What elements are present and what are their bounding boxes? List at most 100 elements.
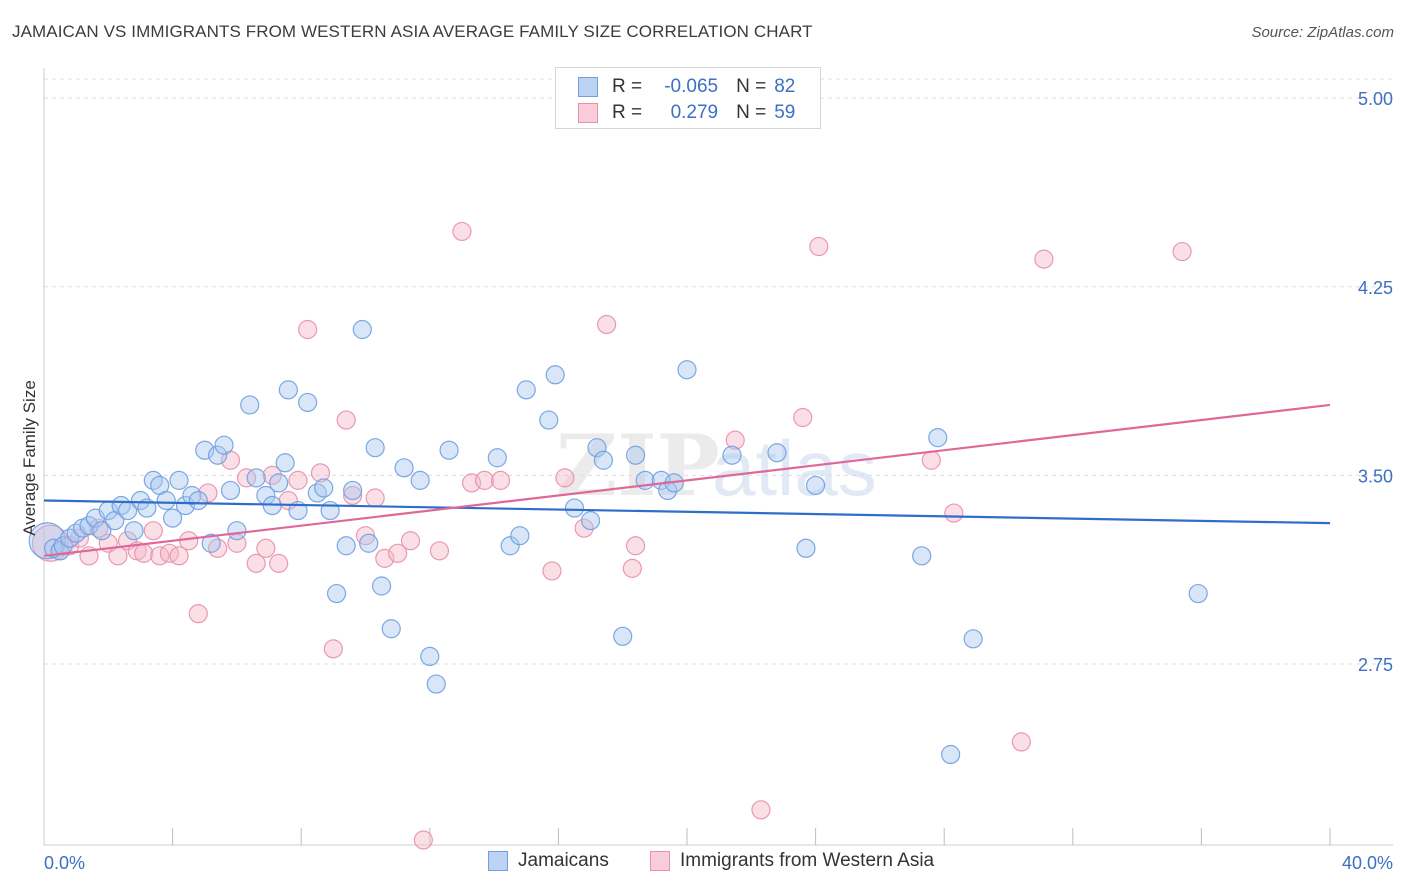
jamaican-point	[130, 490, 151, 511]
western-asia-point	[542, 561, 562, 581]
jamaican-point	[163, 508, 183, 528]
jamaican-point	[195, 440, 215, 460]
jamaican-point	[175, 495, 196, 516]
x-tick-label-min: 0.0%	[44, 853, 85, 873]
jamaican-point	[220, 480, 241, 501]
western-asia-point	[1011, 732, 1031, 752]
western-asia-point	[1172, 241, 1192, 262]
jamaican-point	[410, 470, 430, 490]
jamaican-point	[805, 475, 826, 496]
jamaican-point	[928, 428, 948, 448]
jamaican-point	[79, 516, 99, 536]
jamaican-point	[359, 533, 379, 553]
series-jamaicans-points	[28, 319, 1208, 765]
bottom-swatch-pink	[650, 851, 670, 871]
jamaican-point	[269, 473, 289, 493]
legend-n-value: 82	[774, 76, 796, 97]
jamaican-point	[564, 498, 585, 518]
jamaican-point	[92, 521, 112, 541]
western-asia-point	[208, 538, 228, 558]
jamaican-point	[326, 583, 347, 604]
western-asia-point	[323, 639, 343, 659]
trend-lines	[43, 403, 1331, 557]
jamaican-point	[539, 410, 559, 430]
chart-title: JAMAICAN VS IMMIGRANTS FROM WESTERN ASIA…	[12, 22, 813, 41]
western-asia-point	[944, 503, 964, 523]
western-asia-point	[365, 488, 385, 508]
jamaican-point	[516, 380, 536, 400]
jamaican-point	[912, 546, 932, 566]
western-asia-point	[256, 538, 276, 558]
jamaican-point	[314, 478, 334, 498]
x-tick-marks	[44, 828, 1393, 846]
jamaican-point	[156, 490, 176, 511]
western-asia-point	[143, 521, 163, 541]
jamaican-point	[336, 536, 356, 556]
western-asia-point	[921, 450, 941, 470]
western-asia-point	[625, 536, 646, 556]
legend-n-label: N =	[736, 76, 767, 97]
jamaican-point	[143, 470, 163, 490]
jamaican-point	[214, 435, 234, 455]
western-asia-point	[134, 543, 154, 563]
western-asia-point	[169, 546, 189, 566]
jamaican-point	[169, 470, 189, 490]
western-asia-point	[188, 604, 208, 624]
jamaican-point	[580, 511, 601, 531]
western-asia-point	[310, 463, 331, 483]
jamaican-point	[227, 521, 247, 541]
western-asia-point	[31, 524, 70, 562]
legend-r-value: 0.279	[670, 102, 719, 123]
western-asia-point	[288, 470, 308, 490]
western-asia-point	[400, 531, 421, 551]
western-asia-point	[622, 558, 642, 578]
jamaican-point	[500, 536, 520, 556]
western-asia-point	[298, 319, 318, 340]
jamaican-point	[28, 522, 66, 560]
western-asia-point	[751, 800, 771, 820]
jamaican-point	[381, 619, 401, 639]
legend-row-western-asia: R = 0.279 N = 59	[578, 100, 795, 126]
western-asia-point	[597, 314, 617, 335]
western-asia-point	[474, 470, 495, 490]
jamaican-point	[1188, 583, 1208, 604]
source-credit: Source: ZipAtlas.com	[1251, 24, 1394, 41]
jamaican-point	[246, 468, 266, 488]
western-asia-point	[1034, 249, 1054, 269]
grid-lines	[44, 78, 1393, 665]
jamaican-point	[796, 538, 816, 558]
series-western-asia-points	[31, 221, 1192, 850]
jamaican-point	[298, 392, 318, 413]
y-axis-label: Average Family Size	[20, 380, 39, 536]
jamaican-point	[275, 453, 295, 473]
jamaican-point	[240, 395, 260, 415]
jamaican-point	[487, 448, 507, 468]
western-asia-point	[793, 407, 813, 428]
bottom-legend-western-asia: Immigrants from Western Asia	[650, 850, 934, 872]
legend-n-label: N =	[736, 102, 767, 123]
jamaican-point	[124, 521, 144, 541]
legend-r-label: R =	[612, 76, 643, 97]
jamaican-point	[593, 450, 614, 470]
western-asia-point	[809, 236, 829, 257]
jamaican-point	[201, 533, 221, 553]
jamaican-point	[587, 438, 607, 458]
correlation-legend: R = -0.065 N = 82 R = 0.279 N = 59	[555, 67, 821, 129]
legend-row-jamaicans: R = -0.065 N = 82	[578, 74, 795, 100]
legend-swatch-blue	[578, 77, 598, 97]
jamaican-point	[60, 528, 80, 548]
western-asia-point	[236, 468, 257, 488]
jamaican-point	[426, 674, 446, 694]
bottom-legend-label: Jamaicans	[518, 850, 609, 871]
bottom-legend-jamaicans: Jamaicans	[488, 850, 609, 872]
x-tick-label-max: 40.0%	[1342, 853, 1393, 873]
western-asia-point	[452, 221, 472, 242]
jamaican-point	[137, 498, 157, 518]
jamaican-point	[941, 744, 961, 765]
jamaican-point	[371, 576, 392, 596]
western-asia-point	[198, 483, 218, 503]
watermark-zip: ZIP	[556, 416, 720, 515]
y-tick-labels: 2.75 3.50 4.25 5.00	[1358, 89, 1393, 675]
jamaican-point	[963, 629, 983, 649]
jamaican-point	[394, 458, 414, 478]
